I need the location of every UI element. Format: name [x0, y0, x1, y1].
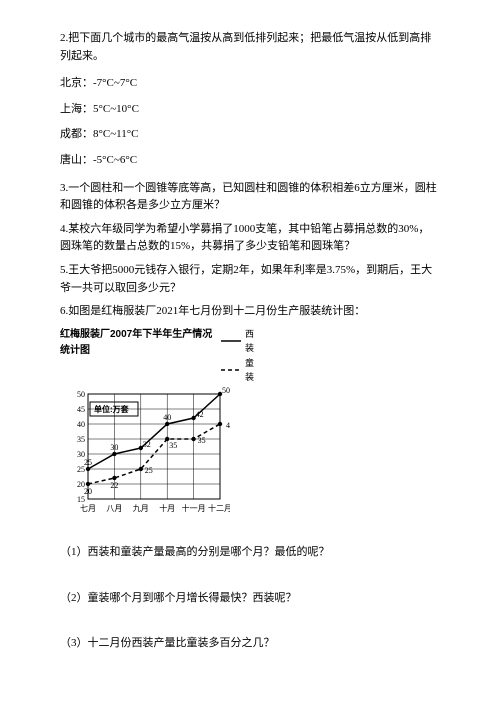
- legend-suit-line-icon: [221, 337, 241, 345]
- sub-q1: （1）西装和童装产量最高的分别是哪个月？最低的呢？: [60, 544, 440, 562]
- svg-text:九月: 九月: [133, 504, 149, 513]
- legend-kids-label: 童装: [245, 356, 260, 385]
- svg-text:50: 50: [77, 390, 85, 399]
- city-name: 唐山：: [60, 154, 93, 166]
- svg-text:十月: 十月: [159, 503, 175, 513]
- city-range: -7°C~7°C: [93, 77, 137, 89]
- svg-text:20: 20: [84, 487, 92, 496]
- q3-text: 3.一个圆柱和一个圆锥等底等高，已知圆柱和圆锥的体积相差6立方厘米，圆柱和圆锥的…: [60, 180, 440, 215]
- svg-text:22: 22: [110, 481, 118, 490]
- q5-text: 5.王大爷把5000元钱存入银行，定期2年，如果年利率是3.75%，到期后，王大…: [60, 262, 440, 297]
- q4-text: 4.某校六年级同学为希望小学募捐了1000支笔，其中铅笔占募捐总数的30%，圆珠…: [60, 221, 440, 256]
- svg-text:42: 42: [196, 410, 204, 419]
- city-range: 5°C~10°C: [93, 103, 139, 115]
- city-range: 8°C~11°C: [93, 128, 139, 140]
- city-tangshan: 唐山：-5°C~6°C: [60, 152, 440, 170]
- city-name: 北京：: [60, 77, 93, 89]
- svg-text:45: 45: [77, 405, 85, 414]
- svg-text:25: 25: [84, 458, 92, 467]
- city-name: 上海：: [60, 103, 93, 115]
- svg-text:七月: 七月: [80, 504, 96, 513]
- svg-text:十一月: 十一月: [182, 503, 206, 513]
- page: 2.把下面几个城市的最高气温按从高到低排列起来；把最低气温按从低到高排列起来。 …: [0, 0, 500, 673]
- legend-kids: 童装: [221, 356, 260, 385]
- q2-text: 2.把下面几个城市的最高气温按从高到低排列起来；把最低气温按从低到高排列起来。: [60, 30, 440, 65]
- city-range: -5°C~6°C: [93, 154, 137, 166]
- sub-q2: （2）童装哪个月到哪个月增长得最快？西装呢？: [60, 590, 440, 608]
- svg-text:35: 35: [77, 435, 85, 444]
- city-name: 成都：: [60, 128, 93, 140]
- svg-text:30: 30: [110, 443, 118, 452]
- q6-text: 6.如图是红梅服装厂2021年七月份到十二月份生产服装统计图：: [60, 303, 440, 321]
- svg-text:40: 40: [163, 413, 171, 422]
- legend-suit-label: 西装: [245, 327, 260, 356]
- chart-container: 红梅服装厂2007年下半年生产情况统计图 西装 童装 单位:万套15202530…: [60, 327, 260, 533]
- city-beijing: 北京：-7°C~7°C: [60, 75, 440, 93]
- svg-text:40: 40: [77, 420, 85, 429]
- svg-text:35: 35: [169, 441, 177, 450]
- legend-kids-line-icon: [221, 366, 241, 374]
- svg-text:八月: 八月: [106, 504, 122, 513]
- svg-text:40: 40: [226, 421, 230, 430]
- svg-text:15: 15: [77, 495, 85, 504]
- svg-text:十二月: 十二月: [208, 503, 230, 513]
- line-chart: 单位:万套1520253035404550七月八月九月十月十一月十二月25303…: [60, 384, 230, 532]
- city-shanghai: 上海：5°C~10°C: [60, 101, 440, 119]
- svg-text:50: 50: [222, 386, 230, 395]
- svg-text:32: 32: [143, 440, 151, 449]
- chart-title: 红梅服装厂2007年下半年生产情况统计图: [60, 327, 215, 359]
- svg-text:25: 25: [145, 466, 153, 475]
- svg-text:35: 35: [198, 436, 206, 445]
- legend-suit: 西装: [221, 327, 260, 356]
- city-chengdu: 成都：8°C~11°C: [60, 126, 440, 144]
- sub-q3: （3）十二月份西装产量比童装多百分之几？: [60, 635, 440, 653]
